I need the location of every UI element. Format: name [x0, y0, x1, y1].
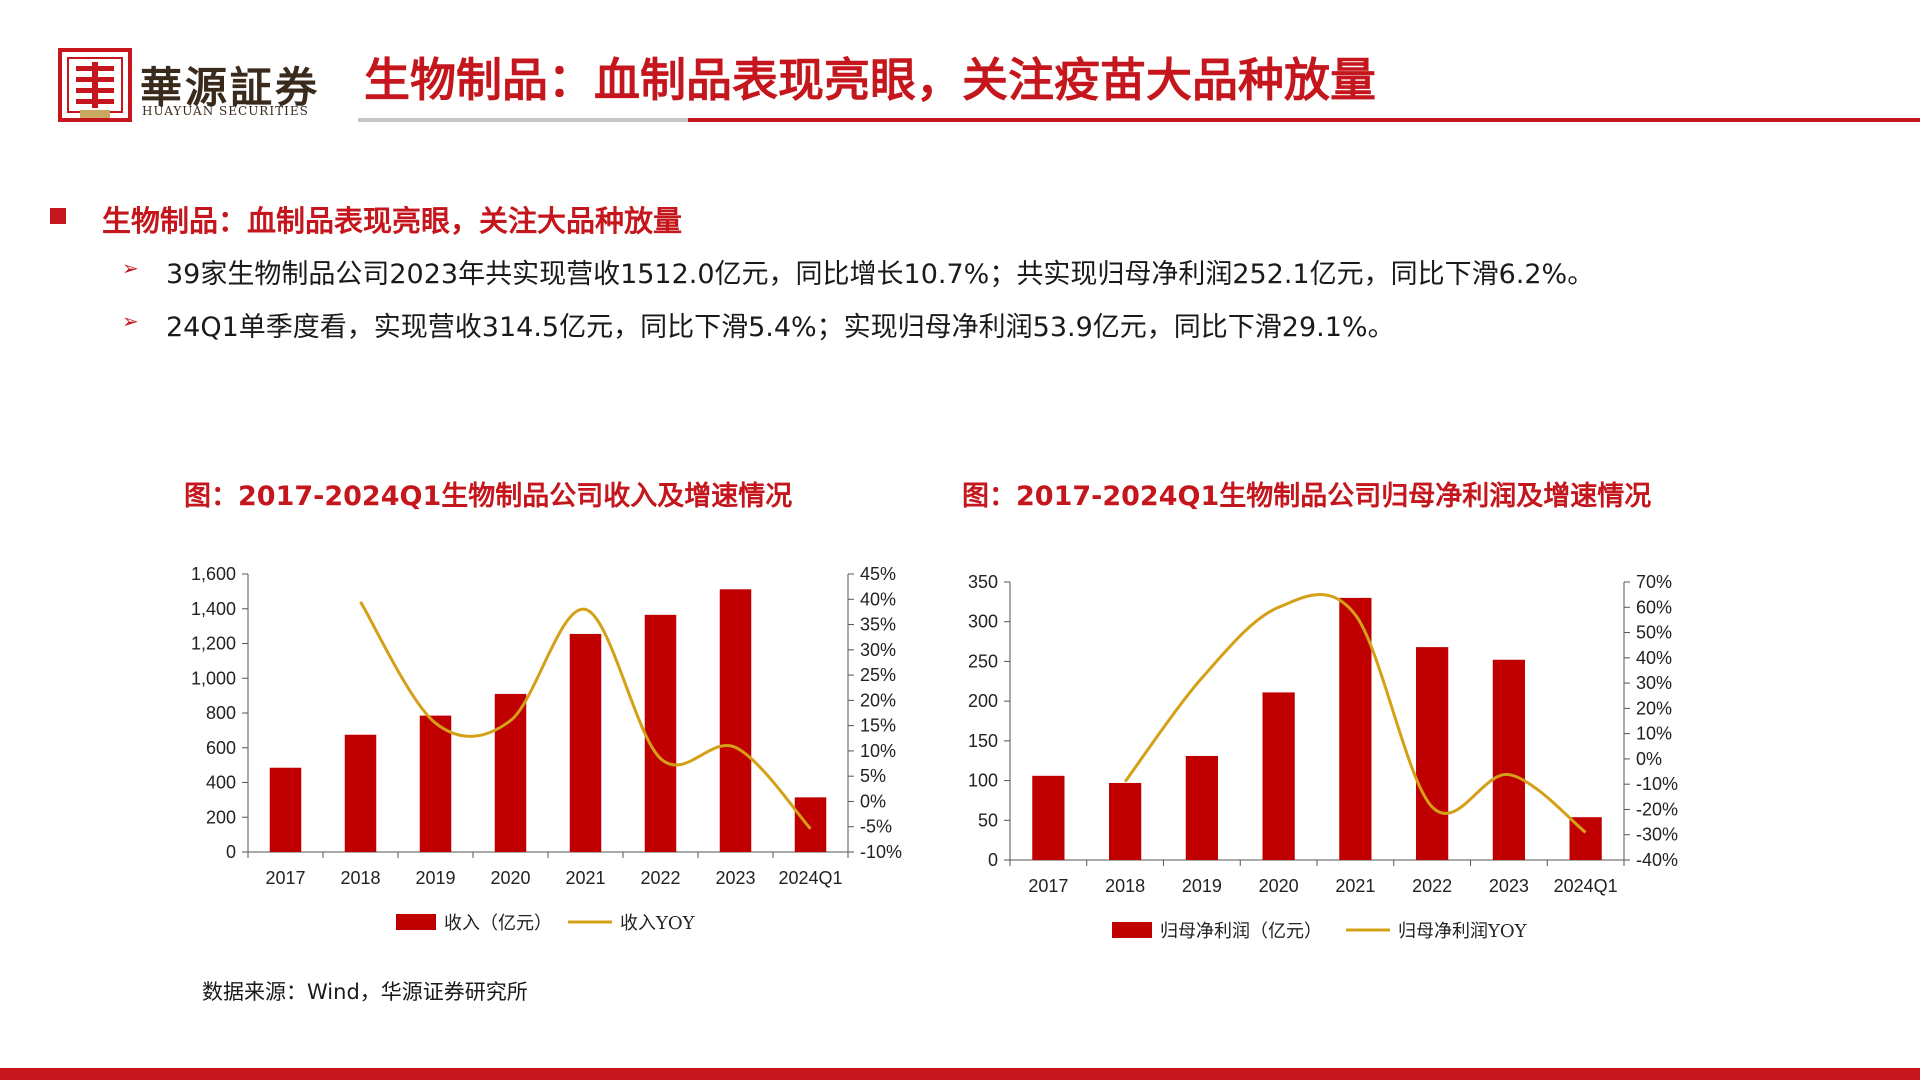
square-bullet-icon [50, 208, 66, 224]
right-axis-tick-label: 0% [1636, 749, 1662, 769]
legend-bar-swatch [1112, 922, 1152, 938]
right-axis-tick-label: 50% [1636, 623, 1672, 643]
bar [344, 734, 377, 852]
left-axis-tick-label: 250 [968, 651, 998, 671]
right-axis-tick-label: 25% [860, 665, 896, 685]
legend-bar-label: 归母净利润（亿元） [1160, 921, 1322, 942]
company-logo: 華源証券 HUAYUAN SECURITIES [58, 48, 338, 124]
right-axis-tick-label: 30% [860, 640, 896, 660]
x-axis-tick-label: 2021 [1335, 876, 1375, 896]
logo-subtitle: HUAYUAN SECURITIES [142, 104, 309, 118]
bar [794, 797, 827, 852]
x-axis-tick-label: 2024Q1 [778, 868, 842, 888]
right-axis-tick-label: -10% [860, 842, 902, 862]
left-axis-tick-label: 0 [988, 850, 998, 870]
bar [1185, 755, 1218, 860]
x-axis-tick-label: 2021 [565, 868, 605, 888]
left-axis-tick-label: 1,200 [191, 634, 236, 654]
bar [1492, 659, 1525, 860]
x-axis-tick-label: 2019 [415, 868, 455, 888]
chart-title-revenue: 图：2017-2024Q1生物制品公司收入及增速情况 [184, 481, 793, 512]
x-axis-tick-label: 2022 [1412, 876, 1452, 896]
x-axis-tick-label: 2020 [1259, 876, 1299, 896]
x-axis-tick-label: 2018 [1105, 876, 1145, 896]
right-axis-tick-label: 60% [1636, 597, 1672, 617]
right-axis-tick-label: 70% [1636, 572, 1672, 592]
right-axis-tick-label: -40% [1636, 850, 1678, 870]
right-axis-tick-label: 10% [1636, 724, 1672, 744]
page-title: 生物制品：血制品表现亮眼，关注疫苗大品种放量 [364, 53, 1376, 107]
source-note: 数据来源：Wind，华源证券研究所 [202, 980, 528, 1004]
arrow-bullet-icon: ➢ [122, 256, 139, 280]
legend-line-label: 归母净利润YOY [1398, 921, 1528, 942]
footer-bar [0, 1068, 1920, 1080]
logo-wordmark: 華源証券 [140, 63, 321, 112]
bar [1032, 775, 1065, 860]
right-axis-tick-label: 15% [860, 716, 896, 736]
x-axis-tick-label: 2018 [340, 868, 380, 888]
left-axis-tick-label: 200 [968, 691, 998, 711]
left-axis-tick-label: 50 [978, 810, 998, 830]
right-axis-tick-label: 5% [860, 766, 886, 786]
left-axis-tick-label: 350 [968, 572, 998, 592]
x-axis-tick-label: 2022 [640, 868, 680, 888]
bullet-point-text: 24Q1单季度看，实现营收314.5亿元，同比下滑5.4%；实现归母净利润53.… [166, 312, 1395, 343]
legend-line-label: 收入YOY [620, 913, 696, 934]
bar [719, 589, 752, 852]
left-axis-tick-label: 300 [968, 612, 998, 632]
revenue-chart: 0 200 400 600 800 1,000 1,200 1,400 1,600 -10% -5%… [191, 564, 902, 934]
x-axis-tick-label: 2017 [265, 868, 305, 888]
yoy-line [359, 601, 812, 830]
right-axis-tick-label: -20% [1636, 799, 1678, 819]
bar [494, 693, 527, 852]
right-axis-tick-label: -30% [1636, 825, 1678, 845]
bar [1339, 597, 1372, 860]
profit-chart: 0 50 100 150 200 250 300 350 -40% -30% -20% -10% 0% 1… [968, 572, 1678, 942]
x-axis-tick-label: 2019 [1182, 876, 1222, 896]
logo-emblem-icon [58, 48, 132, 122]
bar [644, 614, 677, 852]
legend-bar-swatch [396, 914, 436, 930]
left-axis-tick-label: 1,400 [191, 599, 236, 619]
left-axis-tick-label: 400 [206, 773, 236, 793]
section-heading-text: 生物制品：血制品表现亮眼，关注大品种放量 [102, 204, 683, 238]
left-axis-tick-label: 800 [206, 703, 236, 723]
left-axis-tick-label: 100 [968, 771, 998, 791]
bar [269, 767, 302, 852]
left-axis-tick-label: 150 [968, 731, 998, 751]
right-axis-tick-label: 35% [860, 615, 896, 635]
bar [569, 633, 602, 852]
right-axis-tick-label: 40% [1636, 648, 1672, 668]
chart-title-profit: 图：2017-2024Q1生物制品公司归母净利润及增速情况 [962, 481, 1652, 512]
right-axis-tick-label: 30% [1636, 673, 1672, 693]
right-axis-tick-label: 20% [1636, 698, 1672, 718]
left-axis-tick-label: 1,000 [191, 668, 236, 688]
x-axis-tick-label: 2023 [1489, 876, 1529, 896]
left-axis-tick-label: 1,600 [191, 564, 236, 584]
right-axis-tick-label: -5% [860, 817, 892, 837]
bar [1109, 782, 1142, 860]
left-axis-tick-label: 200 [206, 807, 236, 827]
left-axis-tick-label: 600 [206, 738, 236, 758]
yoy-line [1123, 593, 1587, 834]
bullet-point-text: 39家生物制品公司2023年共实现营收1512.0亿元，同比增长10.7%；共实… [166, 259, 1595, 290]
bar [419, 715, 452, 852]
right-axis-tick-label: 10% [860, 741, 896, 761]
right-axis-tick-label: -10% [1636, 774, 1678, 794]
x-axis-tick-label: 2017 [1028, 876, 1068, 896]
x-axis-tick-label: 2024Q1 [1554, 876, 1618, 896]
right-axis-tick-label: 45% [860, 564, 896, 584]
x-axis-tick-label: 2023 [715, 868, 755, 888]
left-axis-tick-label: 0 [226, 842, 236, 862]
right-axis-tick-label: 0% [860, 791, 886, 811]
title-divider-red [688, 118, 1920, 122]
arrow-bullet-icon: ➢ [122, 309, 139, 333]
right-axis-tick-label: 40% [860, 589, 896, 609]
x-axis-tick-label: 2020 [490, 868, 530, 888]
bar [1416, 647, 1449, 860]
legend-bar-label: 收入（亿元） [444, 913, 552, 934]
bar [1262, 692, 1295, 860]
right-axis-tick-label: 20% [860, 690, 896, 710]
title-divider-gray [358, 118, 688, 122]
